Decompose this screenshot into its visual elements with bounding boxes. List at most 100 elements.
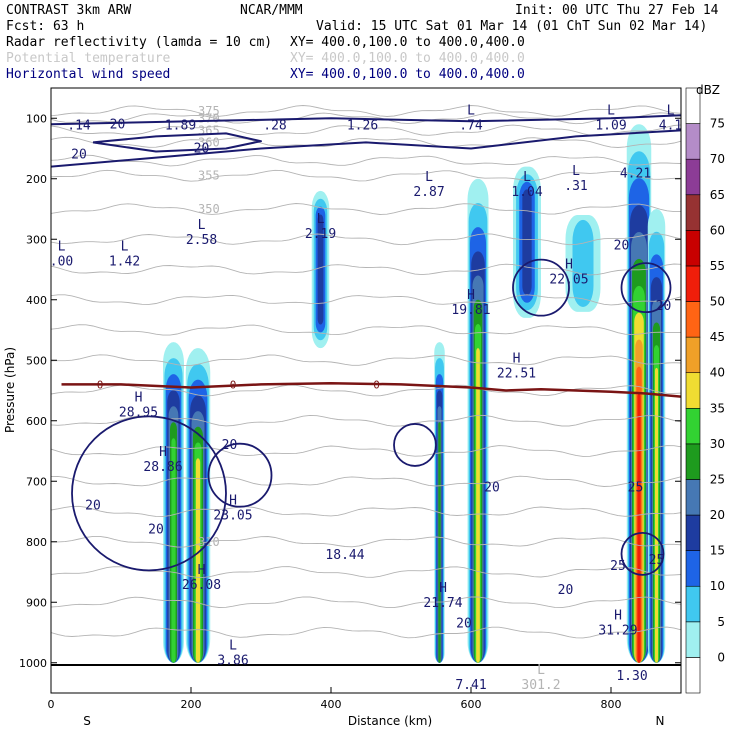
extremum-letter: L xyxy=(607,103,615,118)
extremum-letter: H xyxy=(614,608,622,623)
x-tick-label: 600 xyxy=(461,698,482,711)
extremum-letter: H xyxy=(135,391,143,406)
model-name: CONTRAST 3km ARW xyxy=(6,3,131,18)
colorbar-swatch xyxy=(685,585,701,623)
wind-contour-label: 20 xyxy=(194,142,210,157)
extremum-letter: H xyxy=(229,493,237,508)
wind-contour-label: 20 xyxy=(484,480,500,495)
extremum-letter: L xyxy=(467,103,475,118)
wind-contour-loop xyxy=(620,262,672,314)
field-xy-reflectivity: XY= 400.0,100.0 to 400.0,400.0 xyxy=(290,35,525,50)
wind-contour-label: 20 xyxy=(222,438,238,453)
colorbar-swatch xyxy=(685,123,701,160)
x-axis-label: Distance (km) xyxy=(348,714,432,728)
colorbar-label: 55 xyxy=(710,259,725,273)
theta-contour-line xyxy=(51,354,681,367)
wind-contour-label: 20 xyxy=(558,583,574,598)
colorbar-swatch xyxy=(685,372,701,409)
colorbar-label: 45 xyxy=(710,330,725,344)
extremum-marker: H28.95 xyxy=(119,391,158,421)
colorbar-swatch xyxy=(685,301,701,338)
theta-contour-line xyxy=(51,124,681,137)
zero-degree-label: 0 xyxy=(230,378,237,391)
wind-contour-label: 25 xyxy=(610,559,626,574)
colorbar-label: 15 xyxy=(710,544,725,558)
valid-time: Valid: 15 UTC Sat 01 Mar 14 (01 ChT Sun … xyxy=(316,19,707,34)
extremum-letter: H xyxy=(467,288,475,303)
extremum-value: 1.09 xyxy=(595,118,626,133)
colorbar-label: 40 xyxy=(710,366,725,380)
extremum-value: 2.87 xyxy=(413,185,444,200)
extremum-letter: L xyxy=(121,239,129,254)
y-tick-label: 700 xyxy=(26,475,47,488)
wind-contour-loop xyxy=(207,442,273,508)
extremum-marker: 1.89 xyxy=(165,118,196,133)
theta-contour-line xyxy=(51,105,681,117)
x-tick-label: 0 xyxy=(48,698,55,711)
extremum-marker: 1.26 xyxy=(347,118,378,133)
colorbar-swatch xyxy=(685,621,701,658)
colorbar-label: 60 xyxy=(710,223,725,237)
extremum-marker: H19.81 xyxy=(451,288,490,318)
wind-contour-label: 20 xyxy=(148,523,164,538)
extremum-marker: H22.51 xyxy=(497,351,536,381)
extremum-letter: L xyxy=(198,218,206,233)
colorbar-swatch xyxy=(685,514,701,551)
reflectivity-core xyxy=(195,458,201,663)
extremum-value: 301.2 xyxy=(521,678,560,693)
reflectivity-core xyxy=(522,189,532,296)
wind-contour-loop xyxy=(620,531,665,576)
extremum-letter: L xyxy=(229,639,237,654)
y-tick-label: 800 xyxy=(26,536,47,549)
colorbar-label: 0 xyxy=(717,650,725,664)
theta-contour-line xyxy=(51,169,681,182)
wind-contour-loop xyxy=(393,423,437,467)
theta-contour-line xyxy=(51,566,681,578)
x-tick-label: 800 xyxy=(601,698,622,711)
extremum-value: 28.95 xyxy=(119,406,158,421)
theta-contour-line xyxy=(51,384,681,397)
theta-contour-line xyxy=(51,154,681,167)
y-tick-label: 100 xyxy=(26,112,47,125)
extremum-value: 1.89 xyxy=(165,118,196,133)
extremum-letter: H xyxy=(159,445,167,460)
wind-contour-loop xyxy=(71,415,227,572)
y-tick-label: 500 xyxy=(26,354,47,367)
colorbar-swatch xyxy=(685,194,701,231)
extremum-letter: H xyxy=(198,563,206,578)
institution: NCAR/MMM xyxy=(240,3,303,18)
extremum-value: 22.51 xyxy=(497,366,536,381)
field-name-theta: Potential temperature xyxy=(6,51,171,66)
extremum-marker: L2.87 xyxy=(413,170,444,200)
extremum-marker: 18.44 xyxy=(325,548,364,563)
reflectivity-core xyxy=(317,214,324,325)
zero-degree-path xyxy=(61,381,681,398)
y-tick-label: 900 xyxy=(26,596,47,609)
theta-contour-line xyxy=(51,445,681,457)
wind-contour-line xyxy=(51,129,681,168)
y-tick-label: 600 xyxy=(26,415,47,428)
x-axis: 0 200 400 600 800 xyxy=(48,687,622,711)
extremum-marker: L1.42 xyxy=(109,239,140,269)
extremum-marker: L1.04 xyxy=(511,170,542,200)
theta-contour-line xyxy=(51,505,681,518)
theta-contour-line xyxy=(51,626,681,639)
wind-contour-line xyxy=(51,114,681,126)
theta-contour-label: 360 xyxy=(198,135,220,149)
theta-contour-line xyxy=(51,203,681,215)
colorbar-swatch xyxy=(685,336,701,374)
x-end-label-south: S xyxy=(83,714,91,728)
theta-contour-line xyxy=(51,324,681,336)
extremum-value: 21.74 xyxy=(423,596,462,611)
colorbar-swatch xyxy=(685,657,701,694)
theta-contour-label: 350 xyxy=(198,202,220,216)
field-xy-theta: XY= 400.0,100.0 to 400.0,400.0 xyxy=(290,51,525,66)
figure-header: CONTRAST 3km ARW NCAR/MMM Init: 00 UTC T… xyxy=(6,3,719,82)
theta-contour-line xyxy=(51,535,681,548)
theta-contour-line xyxy=(51,294,681,306)
extremum-value: 18.44 xyxy=(325,548,364,563)
wind-contour-label: 25 xyxy=(649,553,665,568)
colorbar-swatch xyxy=(685,479,701,516)
y-tick-label: 200 xyxy=(26,173,47,186)
